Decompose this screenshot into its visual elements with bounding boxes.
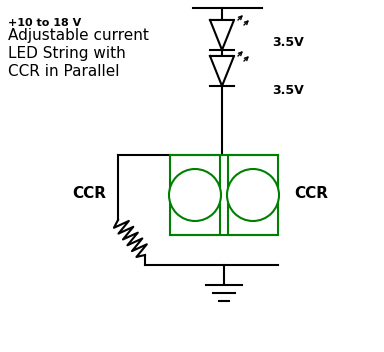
Circle shape	[169, 169, 221, 221]
Text: LED String with: LED String with	[8, 46, 126, 61]
Polygon shape	[210, 20, 234, 50]
Text: CCR: CCR	[294, 186, 328, 201]
Text: 3.5V: 3.5V	[272, 36, 304, 49]
Text: 3.5V: 3.5V	[272, 83, 304, 96]
Text: +10 to 18 V: +10 to 18 V	[8, 18, 81, 28]
Bar	[228, 155, 278, 235]
Circle shape	[227, 169, 279, 221]
Text: CCR in Parallel: CCR in Parallel	[8, 64, 119, 79]
Polygon shape	[210, 56, 234, 86]
Text: Adjustable current: Adjustable current	[8, 28, 149, 43]
Bar	[170, 155, 220, 235]
Text: CCR: CCR	[72, 186, 106, 201]
